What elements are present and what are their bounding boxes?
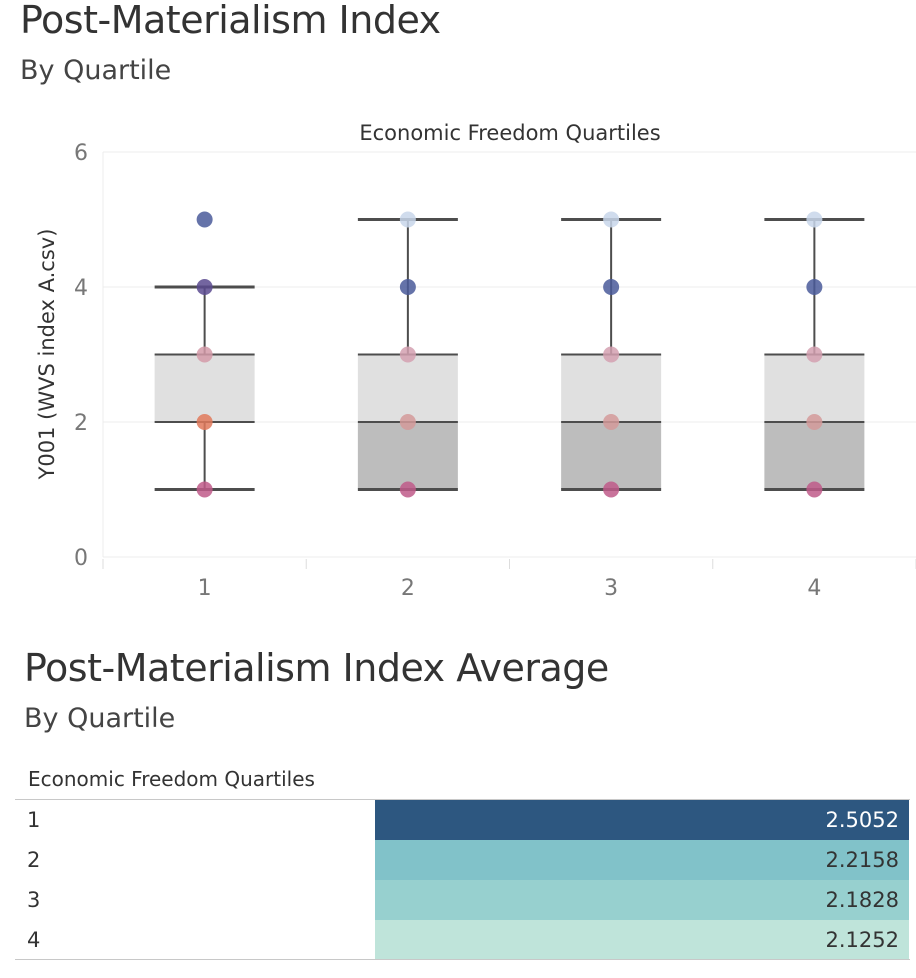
value-cell: 2.1252: [375, 920, 909, 960]
data-point: [603, 279, 620, 295]
average-value: 2.2158: [825, 848, 899, 872]
table-subtitle: By Quartile: [24, 703, 176, 734]
data-point: [399, 211, 416, 228]
box-upper: [154, 354, 255, 422]
box-lower: [764, 422, 865, 490]
row-label: 2: [27, 848, 41, 872]
data-point: [806, 481, 823, 498]
data-point: [399, 481, 416, 498]
row-label: 3: [27, 888, 41, 912]
table-column-header: Economic Freedom Quartiles: [28, 767, 315, 791]
box-lower: [561, 422, 662, 490]
row-label: 1: [27, 808, 41, 832]
y-tick-label: 2: [74, 411, 88, 436]
data-point: [196, 481, 213, 498]
page-subtitle: By Quartile: [20, 55, 172, 86]
table-row: 4 2.1252: [15, 920, 910, 960]
average-value: 2.1252: [825, 928, 899, 952]
page-title: Post-Materialism Index: [20, 0, 441, 42]
x-tick-label: 1: [198, 576, 212, 601]
data-point: [196, 414, 213, 430]
value-cell: 2.1828: [375, 880, 909, 920]
x-tick-label: 4: [807, 576, 821, 601]
box-upper: [764, 354, 865, 422]
box-lower: [357, 422, 458, 490]
data-point: [806, 346, 823, 363]
table-row: 2 2.2158: [15, 840, 910, 880]
x-tick-label: 2: [401, 576, 415, 601]
average-value: 2.1828: [825, 888, 899, 912]
y-axis-label: Y001 (WVS index A.csv): [35, 229, 59, 481]
data-point: [806, 211, 823, 228]
table-title: Post-Materialism Index Average: [24, 646, 609, 690]
data-point: [806, 279, 823, 295]
data-point: [196, 346, 213, 363]
data-point: [399, 414, 416, 430]
value-cell: 2.5052: [375, 800, 909, 840]
table-row: 3 2.1828: [15, 880, 910, 920]
data-point: [399, 279, 416, 295]
data-point: [603, 346, 620, 363]
average-value: 2.5052: [825, 808, 899, 832]
box-plot-chart: Economic Freedom Quartiles Y001 (WVS ind…: [35, 121, 916, 601]
box-upper: [561, 354, 662, 422]
x-tick-label: 3: [604, 576, 618, 601]
y-tick-label: 6: [74, 141, 88, 166]
data-point: [196, 211, 213, 228]
table-row: 1 2.5052: [15, 800, 910, 840]
data-point: [806, 414, 823, 430]
data-point: [603, 481, 620, 498]
data-point: [603, 414, 620, 430]
data-point: [399, 346, 416, 363]
table-header-divider: [15, 799, 910, 800]
row-label: 4: [27, 928, 41, 952]
data-point: [603, 211, 620, 228]
chart-title: Economic Freedom Quartiles: [359, 121, 660, 145]
y-tick-label: 4: [74, 276, 88, 301]
y-tick-label: 0: [74, 546, 88, 571]
table-bottom-divider: [15, 959, 910, 960]
value-cell: 2.2158: [375, 840, 909, 880]
box-upper: [357, 354, 458, 422]
data-point: [196, 279, 213, 295]
